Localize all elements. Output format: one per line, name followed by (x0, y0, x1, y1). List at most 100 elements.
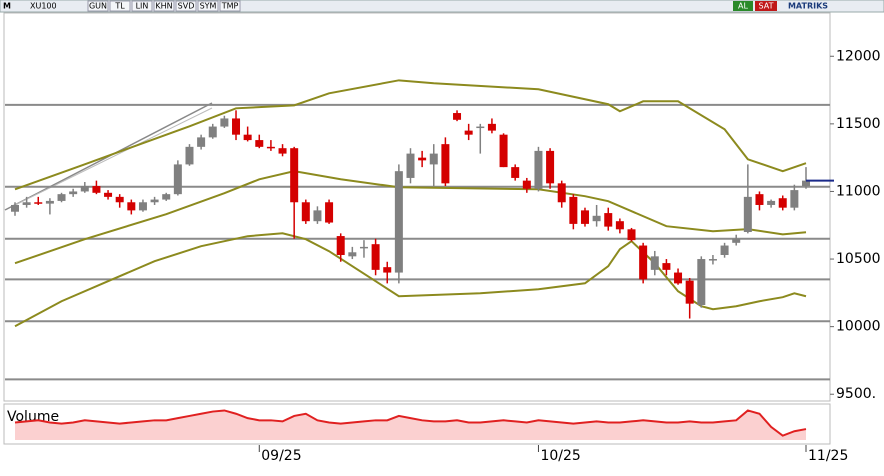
band-line (14, 79, 807, 191)
brand: MATRIKS (788, 2, 828, 11)
toolbar-button[interactable] (175, 0, 197, 12)
candle-body (592, 215, 601, 222)
candle-body (11, 204, 19, 212)
candle-body (150, 199, 159, 203)
candle-body (138, 202, 147, 211)
candle-body (569, 196, 578, 224)
candle-body (371, 244, 380, 270)
candle-body (708, 259, 717, 261)
candle-body (604, 213, 613, 227)
toolbar-button[interactable] (153, 0, 175, 12)
y-tick-label: 10000 (836, 319, 881, 335)
candle-body (546, 150, 555, 184)
candle-body (697, 259, 706, 306)
plot-frame (3, 12, 831, 402)
candle-body (662, 263, 671, 270)
candle-body (685, 280, 694, 304)
toolbar-button-label[interactable]: LIN (136, 2, 149, 11)
candle-body (441, 144, 450, 184)
candle-body (57, 194, 66, 201)
candle-body (639, 245, 648, 280)
toolbar-button[interactable] (219, 0, 241, 12)
toolbar-button-label[interactable]: TL (114, 2, 125, 11)
candle-body (406, 153, 415, 178)
candle-body (255, 140, 264, 147)
candle-body (534, 150, 543, 189)
candle-body (790, 190, 799, 208)
candle-body (45, 200, 54, 204)
y-tick-label: 12000 (836, 48, 881, 64)
candle-body (22, 202, 31, 205)
buy-button[interactable] (733, 1, 753, 11)
buy-label[interactable]: AL (738, 2, 748, 11)
candle-body (720, 245, 729, 255)
toolbar-button[interactable] (131, 0, 153, 12)
sell-label[interactable]: SAT (759, 2, 774, 11)
candle-body (650, 256, 659, 270)
candle-body (115, 196, 124, 203)
candle-body (453, 113, 462, 120)
candle-body (359, 246, 368, 249)
toolbar-button-label[interactable]: KHN (155, 2, 172, 11)
toolbar-button[interactable] (87, 0, 109, 12)
candle-body (220, 118, 229, 127)
candle-body (301, 202, 310, 222)
candle-body (557, 183, 566, 203)
band-line (14, 232, 807, 328)
y-tick-label: 10500 (836, 251, 881, 267)
y-tick-label: 9500. (836, 386, 876, 402)
candle-body (69, 191, 78, 195)
candle-body (80, 186, 89, 192)
candle-body (743, 196, 752, 233)
candle-body (348, 252, 357, 257)
candle-body (627, 229, 636, 241)
x-tick-label: 10/25 (540, 448, 580, 464)
candle-body (243, 134, 252, 141)
candle-body (499, 134, 508, 168)
candle-body (185, 146, 194, 165)
candle-body (278, 148, 287, 154)
candle-body (92, 186, 101, 193)
candle-body (755, 194, 764, 205)
candle-body (487, 123, 496, 131)
toolbar-button-label[interactable]: GUN (89, 2, 107, 11)
candle-body (429, 153, 438, 165)
toolbar-icon: M (3, 2, 11, 11)
candle-body (290, 148, 299, 203)
candle-body (34, 202, 43, 204)
candle-body (336, 236, 345, 255)
candle-body (197, 137, 206, 147)
candle-body (208, 126, 217, 138)
volume-line (14, 409, 807, 437)
toolbar-button-label[interactable]: TMP (221, 2, 239, 11)
candle-body (615, 221, 624, 230)
candle-body (104, 192, 113, 197)
candle-body (394, 171, 403, 273)
toolbar-button-label[interactable]: SYM (200, 2, 217, 11)
x-tick-label: 11/25 (808, 448, 848, 464)
candle-body (173, 164, 182, 195)
candle-body (522, 180, 531, 189)
candle-body (767, 200, 776, 205)
candle-body (232, 118, 241, 135)
candle-body (313, 210, 322, 222)
toolbar-button[interactable] (109, 0, 131, 12)
toolbar-button-label[interactable]: SVD (178, 2, 195, 11)
candle-body (266, 146, 275, 149)
candle-body (162, 194, 171, 200)
candle-body (383, 267, 392, 273)
symbol: XU100 (30, 2, 57, 11)
trend-line (14, 107, 213, 206)
toolbar-button[interactable] (197, 0, 219, 12)
candle-body (778, 198, 787, 208)
candle-body (464, 130, 473, 135)
candle-body (580, 210, 589, 224)
candle-body (127, 202, 136, 211)
sell-button[interactable] (755, 1, 777, 11)
candle-body (325, 202, 334, 223)
candle-body (674, 272, 683, 284)
y-tick-label: 11000 (836, 183, 881, 199)
candle-body (732, 238, 741, 243)
volume-area (15, 410, 806, 440)
